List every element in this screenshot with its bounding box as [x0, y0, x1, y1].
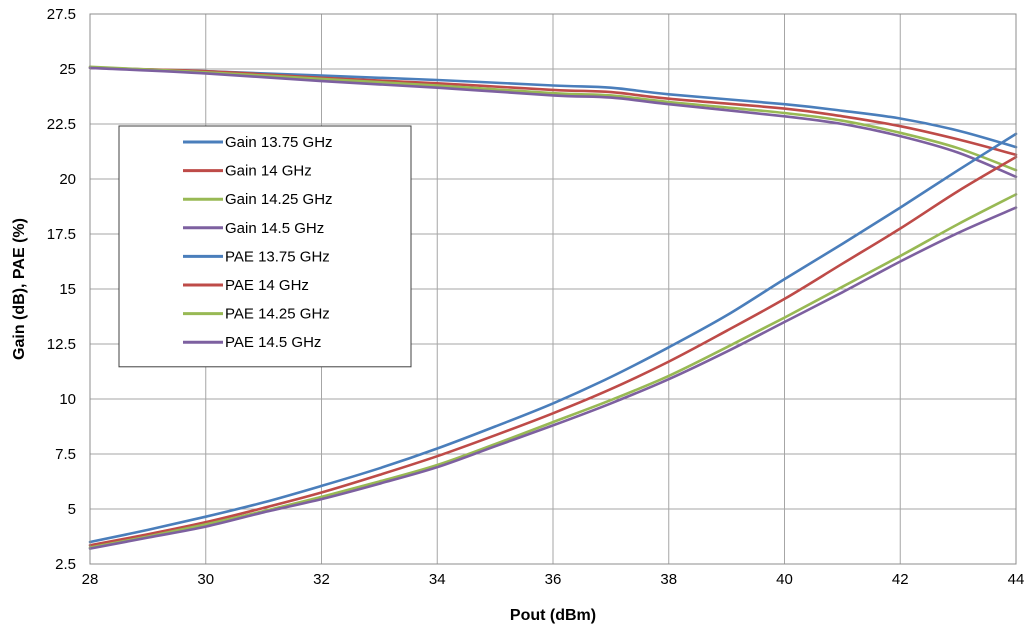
- y-tick-label: 20: [59, 171, 76, 188]
- legend-label: PAE 14.5 GHz: [225, 334, 321, 351]
- legend-label: PAE 14 GHz: [225, 277, 309, 294]
- series-line-pae-13-75-ghz: [88, 132, 1018, 544]
- series-line-gain-14-5-ghz: [88, 66, 1018, 179]
- legend-label: Gain 14.25 GHz: [225, 191, 333, 208]
- x-axis-title: Pout (dBm): [510, 607, 596, 624]
- x-tick-label: 28: [82, 571, 99, 588]
- y-tick-label: 2.5: [55, 556, 76, 573]
- x-tick-label: 42: [892, 571, 909, 588]
- x-tick-label: 30: [197, 571, 214, 588]
- y-tick-labels: 2.5 5 7.5 10 12.5 15 17.5 20 22.5 25 27.5: [47, 6, 76, 573]
- y-tick-label: 5: [68, 501, 76, 518]
- y-tick-label: 10: [59, 391, 76, 408]
- legend-box: [118, 125, 412, 368]
- y-axis-title: Gain (dB), PAE (%): [11, 218, 28, 360]
- x-tick-label: 34: [429, 571, 446, 588]
- x-tick-label: 36: [545, 571, 562, 588]
- legend-label: PAE 14.25 GHz: [225, 306, 330, 323]
- series-line-gain-14-25-ghz: [88, 65, 1018, 172]
- x-tick-label: 32: [313, 571, 330, 588]
- x-tick-label: 40: [776, 571, 793, 588]
- x-tick-label: 44: [1008, 571, 1025, 588]
- plot-frame: [89, 13, 1017, 565]
- x-tick-labels: 28 30 32 34 36 38 40 42 44: [82, 571, 1025, 588]
- series-line-pae-14-5-ghz: [88, 206, 1018, 550]
- legend-label: Gain 14 GHz: [225, 163, 312, 180]
- x-tick-label: 38: [660, 571, 677, 588]
- y-tick-label: 7.5: [55, 446, 76, 463]
- legend-label: Gain 14.5 GHz: [225, 220, 324, 237]
- series-line-gain-13-75-ghz: [88, 66, 1018, 149]
- y-tick-label: 27.5: [47, 6, 76, 23]
- legend-label: Gain 13.75 GHz: [225, 134, 333, 151]
- series-line-pae-14-ghz: [88, 155, 1018, 547]
- y-tick-label: 17.5: [47, 226, 76, 243]
- series-layer: [88, 65, 1018, 550]
- y-tick-label: 22.5: [47, 116, 76, 133]
- y-tick-label: 15: [59, 281, 76, 298]
- y-tick-label: 12.5: [47, 336, 76, 353]
- legend: Gain 13.75 GHz Gain 14 GHz Gain 14.25 GHz G…: [118, 125, 412, 368]
- legend-label: PAE 13.75 GHz: [225, 248, 330, 265]
- y-tick-label: 25: [59, 61, 76, 78]
